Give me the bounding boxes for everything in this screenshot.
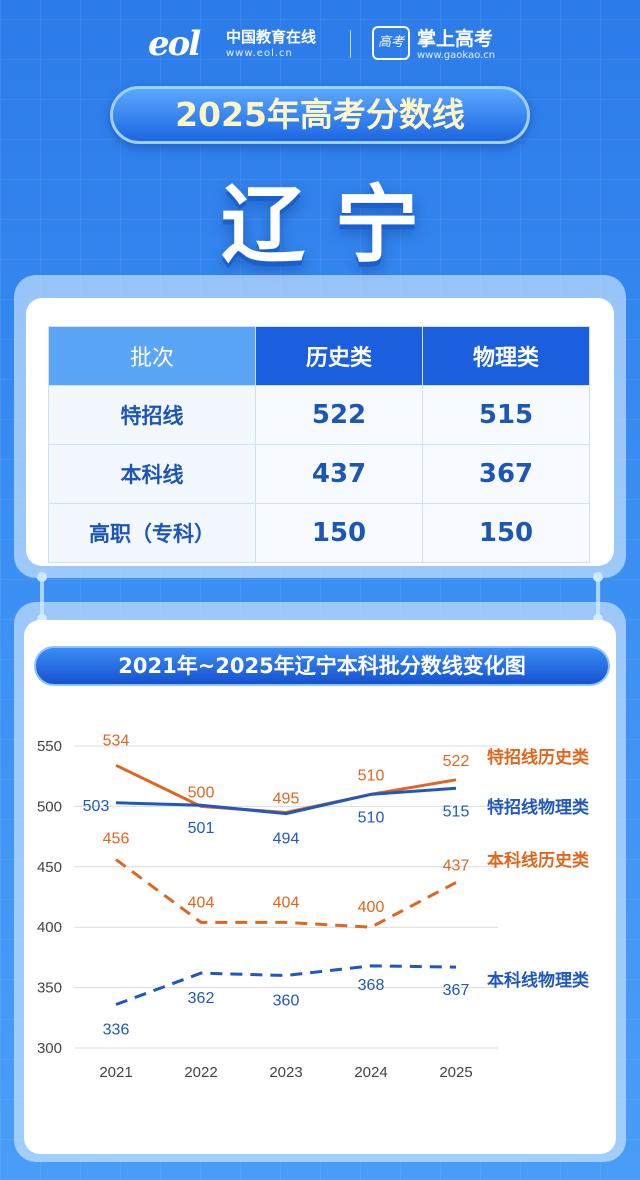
data-label: 437 [443,858,470,875]
data-label: 336 [103,1022,130,1039]
table-row: 本科线 437 367 [48,444,590,504]
x-tick-label: 2025 [439,1064,472,1081]
data-label: 522 [443,753,470,770]
logo-divider [350,30,351,58]
y-tick-label: 450 [37,859,62,876]
y-tick-label: 500 [37,798,62,815]
data-label: 534 [103,732,130,749]
logo-bar: eol 中国教育在线 www.eol.cn 高考 掌上高考 www.gaokao… [0,20,640,66]
series-line [115,858,457,929]
series-label: 本科线历史类 [487,850,590,871]
data-label: 501 [188,820,215,837]
province-name: 辽宁 [220,176,449,274]
data-label: 495 [273,790,300,807]
history-score-cell: 437 [255,444,423,504]
data-label: 367 [443,982,470,999]
data-label: 404 [188,894,215,911]
history-score-cell: 150 [255,503,423,563]
table-row: 高职（专科） 150 150 [48,503,590,563]
data-label: 362 [188,990,215,1007]
chart-card [24,620,616,1154]
gaokao-url: www.gaokao.cn [417,50,496,61]
data-label: 515 [443,803,470,820]
header-physics: 物理类 [422,326,590,386]
header-history: 历史类 [255,326,423,386]
data-label: 456 [103,831,130,848]
x-tick-label: 2022 [184,1064,217,1081]
data-label: 368 [358,977,385,994]
series-label: 特招线历史类 [487,747,590,768]
data-label: 510 [358,767,385,784]
series-line [115,964,457,1006]
data-label: 400 [358,899,385,916]
batch-cell: 高职（专科） [48,503,256,563]
eol-name: 中国教育在线 [226,28,317,46]
chart-title: 2021年~2025年辽宁本科批分数线变化图 [118,654,526,678]
data-label: 503 [83,798,110,815]
data-label: 500 [188,784,215,801]
y-tick-label: 400 [37,919,62,936]
data-label: 360 [273,993,300,1010]
score-table: 批次 历史类 物理类 特招线 522 515 本科线 437 367 高职（专科… [48,326,590,563]
x-tick-label: 2023 [269,1064,302,1081]
physics-score-cell: 515 [422,385,590,445]
data-label: 494 [273,831,300,848]
header-batch: 批次 [48,326,256,386]
table-header-row: 批次 历史类 物理类 [48,326,590,386]
physics-score-cell: 367 [422,444,590,504]
batch-cell: 特招线 [48,385,256,445]
physics-score-cell: 150 [422,503,590,563]
page-title: 2025年高考分数线 [175,95,465,134]
gaokao-name: 掌上高考 [417,28,494,50]
table-row: 特招线 522 515 [48,385,590,445]
data-label: 404 [273,894,300,911]
y-tick-label: 350 [37,980,62,997]
batch-cell: 本科线 [48,444,256,504]
eol-logo: eol [148,24,201,64]
series-label: 本科线物理类 [487,970,590,991]
data-label: 510 [358,809,385,826]
chart-title-pill: 2021年~2025年辽宁本科批分数线变化图 [34,646,610,686]
x-tick-label: 2021 [99,1064,132,1081]
y-tick-label: 550 [37,738,62,755]
y-tick-label: 300 [37,1040,62,1057]
eol-url: www.eol.cn [226,48,293,59]
series-label: 特招线物理类 [487,797,590,818]
title-ribbon: 2025年高考分数线 [110,86,530,144]
gaokao-logo-icon: 高考 [372,26,410,60]
x-tick-label: 2024 [354,1064,387,1081]
series-line [115,786,457,816]
